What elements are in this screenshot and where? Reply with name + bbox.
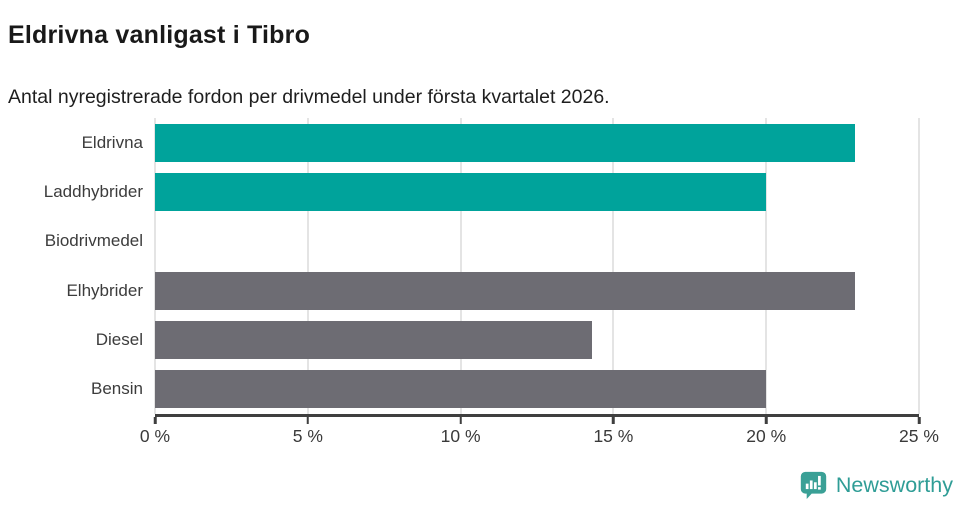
gridline	[765, 118, 768, 414]
data-bar	[155, 172, 767, 211]
gridline	[306, 118, 309, 414]
gridline	[612, 118, 615, 414]
axis-tick	[764, 417, 768, 424]
newsworthy-brand-link[interactable]: Newsworthy	[799, 470, 953, 500]
plot-area: 0 % 5 % 10 % 15 % 20 % 25 %	[140, 118, 939, 446]
category-label: Laddhybrider	[43, 181, 143, 201]
bar-row	[155, 365, 919, 414]
axis-tick	[459, 417, 462, 424]
newsworthy-brand-label: Newsworthy	[835, 472, 953, 497]
axis-tick-label: 0 %	[139, 426, 171, 446]
bar-row	[155, 266, 919, 315]
page-title: Eldrivna vanligast i Tibro	[8, 20, 311, 49]
category-label: Eldrivna	[81, 132, 143, 152]
data-bar	[155, 271, 855, 310]
bar-rows	[155, 118, 919, 414]
chart-subtitle: Antal nyregistrerade fordon per drivmede…	[8, 85, 610, 108]
category-labels: Eldrivna Laddhybrider Biodrivmedel Elhybrid…	[0, 118, 143, 414]
data-bar	[155, 123, 855, 162]
category-label: Diesel	[95, 329, 143, 349]
bar-row	[155, 217, 919, 266]
axis-tick	[153, 417, 157, 424]
bar-row	[155, 118, 919, 167]
axis-tick-label: 25 %	[899, 426, 939, 446]
gridline	[154, 118, 156, 414]
axis-tick-label: 5 %	[292, 426, 323, 446]
newsworthy-logo-icon	[799, 470, 828, 500]
axis-tick	[612, 417, 615, 424]
category-label: Bensin	[91, 379, 143, 399]
gridline	[459, 118, 462, 414]
axis-tick-label: 15 %	[593, 426, 634, 446]
axis-tick-label: 20 %	[746, 426, 787, 446]
category-label: Biodrivmedel	[44, 231, 143, 251]
axis-tick	[306, 417, 310, 424]
axis-tick-label: 10 %	[440, 426, 481, 446]
bar-row	[155, 315, 919, 364]
data-bar	[155, 320, 592, 359]
axis-tick	[917, 417, 921, 424]
data-bar	[155, 370, 767, 409]
category-label: Elhybrider	[66, 280, 143, 300]
bar-row	[155, 167, 919, 216]
gridline	[918, 118, 920, 414]
